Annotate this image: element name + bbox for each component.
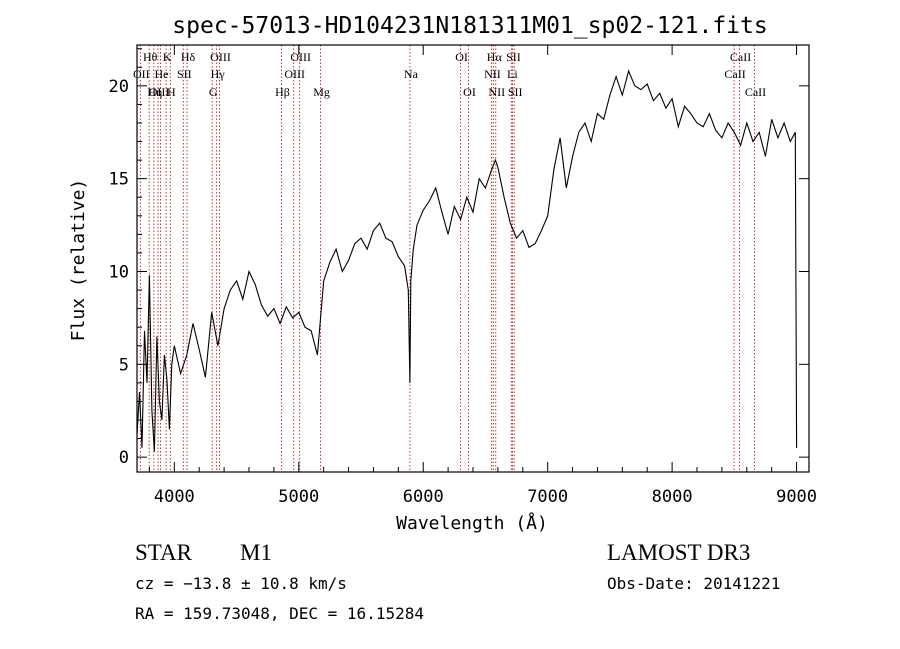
y-tick-label-4: 20	[109, 77, 129, 97]
line-marker-label-12: Hγ	[211, 67, 226, 81]
observation-date: Obs-Date: 20141221	[607, 574, 781, 593]
line-marker-label-27: CaII	[745, 85, 766, 99]
line-marker-label-4: OIII	[290, 50, 311, 64]
line-marker-label-7: SII	[506, 50, 521, 64]
line-marker-label-13: OIII	[284, 67, 305, 81]
line-marker-label-16: Li	[507, 67, 518, 81]
line-marker-label-24: OI	[463, 85, 476, 99]
x-tick-label-3: 7000	[527, 487, 568, 507]
chart-title: spec-57013-HD104231N181311M01_sp02-121.f…	[172, 13, 767, 39]
object-type: STAR	[135, 540, 192, 565]
line-marker-label-2: Hδ	[181, 50, 196, 64]
line-marker-label-3: OIII	[210, 50, 231, 64]
line-marker-label-22: Hβ	[275, 85, 290, 99]
object-subclass: M1	[240, 540, 272, 565]
plot-frame	[136, 44, 810, 473]
line-marker-label-23: Mg	[313, 85, 330, 99]
line-marker-label-10: He	[155, 67, 169, 81]
y-tick-label-1: 5	[119, 355, 129, 375]
flux-line	[136, 69, 798, 452]
x-axis-ticks: 4000 5000 6000 7000 8000 9000	[148, 45, 817, 507]
line-marker-label-26: SII	[508, 85, 523, 99]
line-marker-label-14: Na	[404, 67, 419, 81]
line-marker-label-18: OIII	[149, 85, 170, 99]
y-axis-ticks: 0 5 10 15 20	[109, 48, 809, 468]
y-tick-label-2: 10	[109, 262, 129, 282]
line-marker-label-25: NII	[488, 85, 505, 99]
line-marker-label-8: CaII	[730, 50, 751, 64]
y-tick-label-3: 15	[109, 170, 129, 190]
y-axis-label: Flux (relative)	[68, 179, 89, 342]
x-tick-label-1: 5000	[278, 487, 319, 507]
line-marker-label-20: H	[167, 85, 176, 99]
line-marker-label-1: K	[163, 50, 172, 64]
line-marker-label-6: Hα	[487, 50, 503, 64]
line-marker-label-21: G	[209, 85, 218, 99]
line-marker-label-0: Hθ	[143, 50, 158, 64]
line-marker-label-9: OII	[133, 67, 150, 81]
spectral-line-markers	[139, 45, 755, 472]
y-tick-label-0: 0	[119, 448, 129, 468]
redshift-value: cz = −13.8 ± 10.8 km/s	[135, 574, 347, 593]
line-marker-label-17: CaII	[724, 67, 745, 81]
x-tick-label-0: 4000	[154, 487, 195, 507]
line-marker-label-5: OI	[455, 50, 468, 64]
x-tick-label-5: 9000	[776, 487, 817, 507]
line-marker-label-19: Hη	[147, 85, 162, 99]
line-marker-label-11: SII	[177, 67, 192, 81]
x-tick-label-4: 8000	[652, 487, 693, 507]
x-axis-label: Wavelength (Å)	[396, 512, 548, 534]
coordinates: RA = 159.73048, DEC = 16.15284	[135, 604, 424, 623]
survey-name: LAMOST DR3	[607, 540, 751, 565]
line-marker-label-15: NII	[484, 67, 501, 81]
x-tick-label-2: 6000	[403, 487, 444, 507]
